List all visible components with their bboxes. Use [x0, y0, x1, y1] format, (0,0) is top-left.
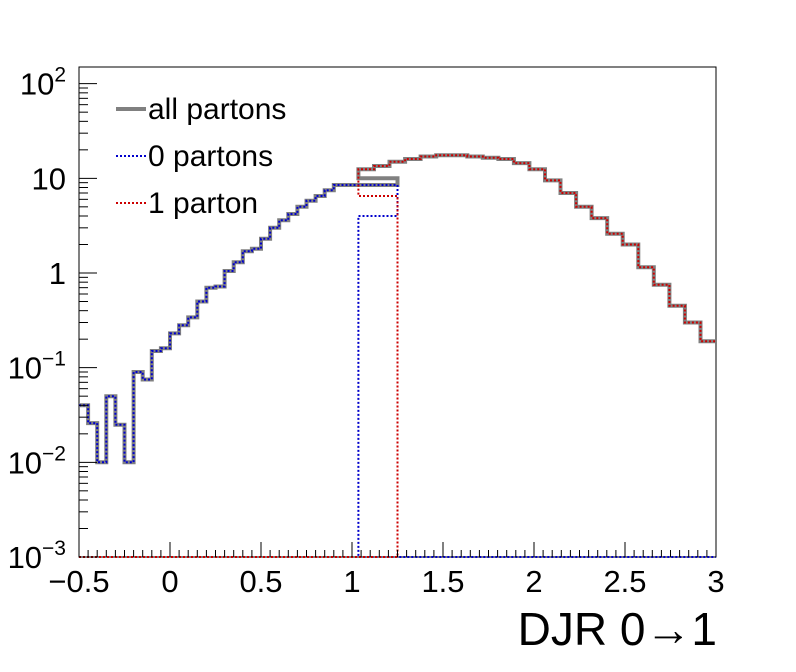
y-tick-exponent: −1 [42, 348, 66, 371]
y-tick-label: 10−3 [8, 537, 66, 575]
y-tick-base: 10 [8, 540, 42, 575]
x-tick-label: 1.5 [421, 564, 464, 599]
x-tick-label: 2.5 [603, 564, 646, 599]
legend-label-0-partons: 0 partons [148, 140, 273, 173]
y-tick-label: 102 [20, 64, 66, 102]
y-tick-exponent: 2 [54, 64, 66, 87]
y-tick-exponent: −3 [42, 537, 66, 560]
x-tick-label: 0 [161, 564, 178, 599]
y-tick-label: 1 [49, 256, 66, 291]
y-tick-label: 10−1 [8, 348, 66, 386]
tick-layer [78, 83, 717, 558]
x-axis-title: DJR 0→1 [518, 603, 717, 655]
x-tick-label: −0.5 [48, 564, 109, 599]
legend: all partons 0 partons 1 parton [116, 93, 286, 220]
x-tick-labels: −0.5 0 0.5 1 1.5 2 2.5 3 [48, 564, 724, 599]
x-tick-label: 2 [525, 564, 542, 599]
y-tick-base: 10 [20, 67, 54, 102]
y-tick-base: 10 [8, 445, 42, 480]
y-tick-label: 10−2 [8, 442, 66, 480]
y-tick-label: 10 [32, 161, 66, 196]
y-tick-base: 10 [8, 351, 42, 386]
x-tick-label: 1 [343, 564, 360, 599]
x-tick-label: 3 [707, 564, 724, 599]
series-line-0-partons [79, 184, 716, 558]
legend-label-1-parton: 1 parton [148, 187, 258, 220]
legend-label-all-partons: all partons [148, 93, 286, 126]
x-tick-label: 0.5 [239, 564, 282, 599]
y-tick-exponent: −2 [42, 442, 66, 465]
series-layer [79, 153, 716, 558]
